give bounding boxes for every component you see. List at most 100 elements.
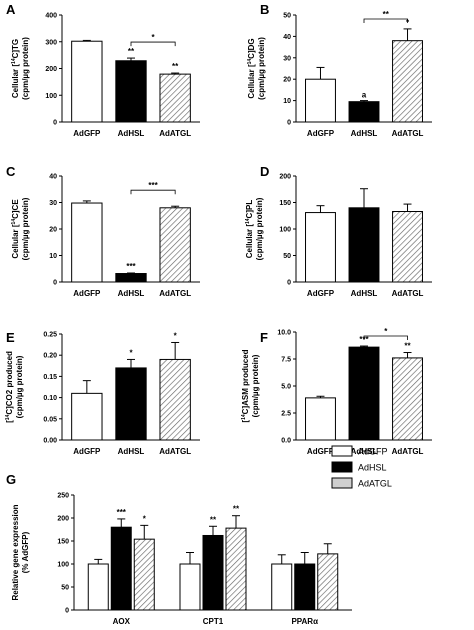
- panel-g-category-label: AOX: [113, 617, 131, 626]
- panel-c-significance-label: ***: [126, 262, 136, 271]
- panel-d-ytick-label: 150: [279, 200, 291, 207]
- panel-c-bar-adhsl: [115, 273, 147, 283]
- panel-b-significance-label: *: [406, 18, 410, 27]
- panel-a-letter: A: [6, 2, 16, 17]
- panel-b-bracket-label: **: [383, 10, 390, 19]
- panel-a-category-label: AdGFP: [73, 129, 101, 138]
- panel-b-significance-bracket: [363, 18, 408, 23]
- panel-b-ytick-label: 50: [283, 13, 291, 20]
- panel-c-ylabel-line-1: (cpm/µg protein): [21, 197, 30, 260]
- panel-f-significance-bracket: [363, 335, 408, 340]
- panel-f-ytick-label: 10.0: [277, 330, 291, 337]
- panel-d-ylabel: Cellular [14C]PL (cpm/µg protein): [245, 197, 264, 260]
- panel-f-ylabel-line-0: [14C]ASM produced: [241, 349, 250, 422]
- panel-d-category-label: AdATGL: [392, 289, 424, 298]
- panel-g-ylabel-line-1: (% AdGFP): [21, 531, 30, 573]
- panel-f-category-label: AdHSL: [351, 447, 378, 456]
- panel-f-significance-label: ***: [359, 335, 369, 344]
- panel-c-ytick-label: 30: [49, 200, 57, 207]
- panel-e-category-label: AdGFP: [73, 447, 101, 456]
- panel-g-letter: G: [6, 472, 16, 487]
- panel-d-bar-adgfp: [305, 212, 336, 283]
- panel-f-ytick-label: 7.5: [281, 357, 291, 364]
- panel-g-legend-swatch-adatgl: [331, 477, 353, 489]
- panel-g-significance-label: *: [143, 514, 147, 523]
- panel-g-bar-adhsl: [294, 563, 316, 611]
- panel-c-category-label: AdGFP: [73, 289, 101, 298]
- panel-d-bar-adatgl: [392, 211, 423, 283]
- panel-f-bracket-label: *: [384, 327, 388, 336]
- panel-a-ylabel-line-0: Cellular [14C]TG: [11, 39, 20, 98]
- panel-b-ytick-label: 10: [283, 98, 291, 105]
- panel-d-ytick-label: 0: [287, 280, 291, 287]
- panel-a-bar-adhsl: [115, 60, 147, 123]
- panel-a-bar-adatgl: [159, 73, 191, 123]
- panel-a-ylabel: Cellular [14C]TG (cpm/µg protein): [11, 37, 30, 100]
- panel-b-bar-adhsl: [348, 101, 380, 123]
- panel-c-ytick-label: 40: [49, 174, 57, 181]
- panel-g-ytick-label: 100: [57, 562, 69, 569]
- panel-g-ytick-label: 200: [57, 516, 69, 523]
- panel-a-ytick-label: 0: [53, 120, 57, 127]
- panel-c-ylabel: Cellular [14C]CE (cpm/µg protein): [11, 197, 30, 260]
- panel-d-bar-adhsl: [348, 207, 380, 283]
- panel-g-legend-swatch-adgfp: [331, 445, 353, 457]
- panel-e-bar-adgfp: [71, 392, 103, 441]
- panel-e-ytick-label: 0.05: [43, 416, 57, 423]
- panel-g-bar-adhsl: [110, 526, 132, 611]
- panel-g-bar-adgfp: [271, 563, 293, 611]
- panel-g-ytick-label: 250: [57, 493, 69, 500]
- panel-f-category-label: AdGFP: [307, 447, 335, 456]
- panel-b-bar-adgfp: [305, 78, 336, 123]
- panel-e-ytick-label: 0.25: [43, 332, 57, 339]
- panel-f-ytick-label: 2.5: [281, 411, 291, 418]
- panel-g-bar-adatgl: [225, 527, 247, 611]
- panel-d-ytick-label: 200: [279, 174, 291, 181]
- panel-g-ylabel: Relative gene expression (% AdGFP): [11, 504, 30, 600]
- panel-b-ylabel-line-1: (cpm/µg protein): [257, 37, 266, 100]
- panel-c-ytick-label: 10: [49, 253, 57, 260]
- panel-b-ytick-label: 30: [283, 55, 291, 62]
- panel-b-bar-adatgl: [392, 40, 423, 123]
- panel-e-category-label: AdHSL: [118, 447, 145, 456]
- panel-a-category-label: AdATGL: [159, 129, 191, 138]
- panel-c-significance-bracket: [130, 189, 176, 195]
- panel-a-significance-label: **: [172, 62, 179, 71]
- panel-g-bar-adgfp: [179, 563, 201, 611]
- panel-g-bar-adhsl: [202, 534, 224, 611]
- panel-b-letter: B: [260, 2, 269, 17]
- panel-a-ytick-label: 300: [45, 39, 57, 46]
- panel-a-ytick-label: 200: [45, 66, 57, 73]
- panel-f-ytick-label: 0.0: [281, 438, 291, 445]
- panel-e-ytick-label: 0.15: [43, 374, 57, 381]
- panel-a-category-label: AdHSL: [118, 129, 145, 138]
- panel-e-ylabel-line-0: [14C]CO2 produced: [5, 351, 14, 423]
- panel-a-bracket-label: *: [152, 33, 156, 42]
- panel-e-ylabel-line-1: (cpm/µg protein): [15, 355, 24, 418]
- panel-d-category-label: AdHSL: [351, 289, 378, 298]
- panel-c-bar-adatgl: [159, 207, 191, 283]
- panel-g-significance-label: **: [210, 515, 217, 524]
- panel-g-legend-label: AdHSL: [358, 463, 387, 473]
- panel-d-ytick-label: 100: [279, 227, 291, 234]
- panel-f-bar-adhsl: [348, 346, 380, 441]
- panel-g-ytick-label: 50: [61, 585, 69, 592]
- panel-c-ytick-label: 0: [53, 280, 57, 287]
- panel-g-ytick-label: 0: [65, 608, 69, 615]
- panel-g-legend-label: AdATGL: [358, 479, 392, 489]
- panel-e-category-label: AdATGL: [159, 447, 191, 456]
- panel-a-bar-adgfp: [71, 40, 103, 123]
- panel-b-category-label: AdHSL: [351, 129, 378, 138]
- panel-e-ytick-label: 0.00: [43, 438, 57, 445]
- panel-b-ylabel-line-0: Cellular [14C]DG: [247, 38, 256, 98]
- panel-c-ytick-label: 20: [49, 227, 57, 234]
- panel-a-significance-bracket: [130, 41, 176, 47]
- panel-f-ylabel: [14C]ASM produced (cpm/µg protein): [241, 349, 260, 422]
- panel-b-category-label: AdGFP: [307, 129, 335, 138]
- panel-b-significance-label: a: [362, 91, 367, 100]
- panel-c-category-label: AdATGL: [159, 289, 191, 298]
- panel-g-bar-adatgl: [133, 538, 155, 611]
- panel-f-bar-adgfp: [305, 397, 336, 441]
- panel-b-ytick-label: 0: [287, 120, 291, 127]
